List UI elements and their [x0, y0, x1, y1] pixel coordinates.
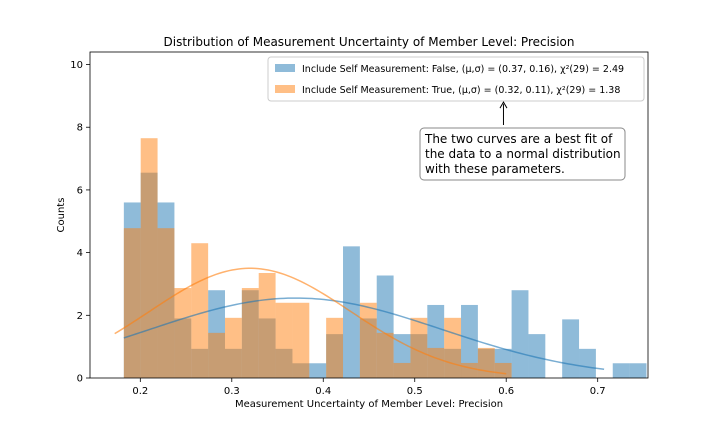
histogram-bar-true [208, 332, 225, 378]
x-axis-label: Measurement Uncertainty of Member Level:… [235, 399, 503, 410]
histogram-bar-false [528, 334, 546, 378]
legend-label-false: Include Self Measurement: False, (μ,σ) =… [302, 64, 624, 75]
histogram-bar-true [393, 362, 411, 378]
y-tick-label: 0 [77, 374, 83, 385]
x-tick-label: 0.3 [224, 386, 240, 397]
y-tick-label: 6 [77, 185, 83, 196]
histogram-bar-true [461, 362, 478, 378]
histogram-bar-true [191, 243, 209, 378]
fit-curves-layer [114, 267, 605, 375]
histogram-bar-false [629, 363, 647, 378]
histogram-bar-false [309, 363, 327, 378]
histogram-bar-false [612, 363, 630, 378]
histogram-bar-true [174, 288, 192, 378]
y-axis-ticks: 0 2 4 6 8 10 [70, 60, 90, 385]
x-tick-label: 0.4 [315, 386, 331, 397]
legend-swatch-false [275, 64, 295, 72]
legend: Include Self Measurement: False, (μ,σ) =… [267, 56, 645, 102]
annotation-arrowhead [499, 101, 508, 109]
histogram-bar-true [427, 347, 445, 378]
histogram-bar-true [410, 317, 428, 378]
histogram-bar-false [511, 290, 529, 378]
x-axis-ticks: 0.2 0.3 0.4 0.5 0.6 0.7 [132, 378, 606, 397]
histogram-bar-true [275, 302, 293, 378]
y-tick-label: 10 [70, 60, 83, 71]
y-tick-label: 2 [77, 311, 83, 322]
x-tick-label: 0.6 [498, 386, 514, 397]
histogram-bar-true [241, 288, 259, 378]
histogram-bar-true [376, 332, 394, 378]
y-tick-label: 8 [77, 123, 83, 134]
histogram-bar-true [157, 228, 175, 378]
histogram-bar-true [494, 362, 512, 378]
y-tick-label: 4 [77, 248, 83, 259]
histogram-bar-true [444, 317, 462, 378]
annotation-line-1: The two curves are a best fit of [424, 132, 613, 146]
plot-frame [89, 51, 649, 379]
bars-layer [123, 138, 647, 378]
histogram-bar-true [326, 317, 344, 378]
histogram-bar-true [258, 272, 276, 378]
chart-title: Distribution of Measurement Uncertainty … [164, 35, 575, 49]
histogram-bar-false [461, 304, 478, 378]
histogram-bar-false [579, 348, 596, 378]
histogram-bar-true [292, 302, 310, 378]
x-tick-label: 0.5 [407, 386, 423, 397]
fit-curve-true [114, 267, 507, 375]
x-tick-label: 0.2 [132, 386, 148, 397]
annotation-line-2: the data to a normal distribution [425, 147, 621, 161]
histogram-bar-true [140, 138, 158, 378]
histogram-bar-false [562, 319, 580, 378]
histogram-bar-true [359, 302, 377, 378]
histogram-bar-true [477, 347, 495, 378]
legend-swatch-true [275, 85, 295, 93]
histogram-bar-true [225, 317, 242, 378]
legend-box [267, 56, 645, 102]
x-tick-label: 0.7 [590, 386, 606, 397]
y-axis-label: Counts [56, 198, 67, 233]
fit-curve-false [123, 297, 605, 371]
annotation-line-3: with these parameters. [425, 162, 565, 176]
annotation-box [419, 127, 626, 181]
annotation: The two curves are a best fit of the dat… [419, 101, 626, 181]
histogram-bar-true [123, 228, 141, 378]
legend-label-true: Include Self Measurement: True, (μ,σ) = … [302, 85, 620, 96]
